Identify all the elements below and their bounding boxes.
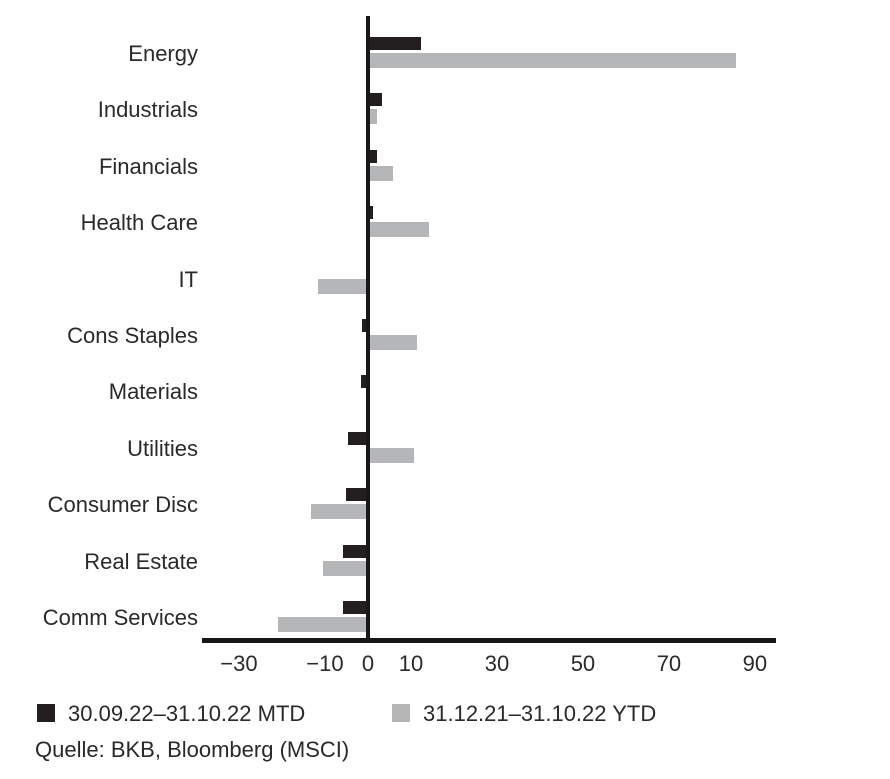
- bar-ytd-utilities: [367, 447, 414, 463]
- plot-area: Energy Industrials Financials Health Care IT…: [42, 16, 776, 676]
- bar-mtd-energy: [367, 37, 421, 50]
- bar-ytd-industrials: [367, 109, 378, 125]
- x-tick-label-minus-30: −30: [220, 651, 258, 676]
- gray-square-swatch: [392, 704, 410, 722]
- x-tick-label-0: 0: [361, 651, 375, 676]
- bar-ytd-consumer-disc: [310, 504, 368, 520]
- bar-mtd-utilities: [347, 431, 368, 445]
- bar-mtd-industrials: [367, 93, 383, 107]
- bar-mtd-comm-services: [343, 601, 368, 614]
- bar-ytd-cons-staples: [367, 335, 417, 350]
- x-tick-label-minus-10: −10: [306, 651, 344, 676]
- category-label-materials: Materials: [108, 379, 198, 405]
- bar-mtd-consumer-disc: [346, 488, 368, 502]
- bar-mtd-materials: [361, 375, 368, 389]
- legend-label-ytd: 31.12.21–31.10.22 YTD: [423, 701, 657, 726]
- zero-baseline: [365, 16, 370, 643]
- x-tick-label-50: 50: [570, 651, 596, 676]
- bar-mtd-financials: [367, 149, 378, 163]
- black-square-swatch: [37, 704, 55, 722]
- category-label-utilities: Utilities: [127, 435, 198, 461]
- x-tick-label-90: 90: [742, 651, 768, 676]
- category-label-financials: Financials: [98, 153, 198, 179]
- source-attribution: Quelle: BKB, Bloomberg (MSCI): [35, 737, 350, 762]
- bar-ytd-financials: [367, 165, 393, 181]
- category-label-real-estate: Real Estate: [84, 548, 198, 574]
- bar-mtd-real-estate: [343, 544, 368, 558]
- bar-mtd-cons-staples: [361, 319, 368, 332]
- category-label-health-care: Health Care: [80, 210, 198, 236]
- category-label-energy: Energy: [128, 41, 198, 66]
- x-tick-label-70: 70: [656, 651, 682, 676]
- bar-ytd-health-care: [367, 222, 430, 238]
- bar-ytd-energy: [367, 53, 736, 68]
- category-label-industrials: Industrials: [97, 97, 198, 123]
- bar-mtd-health-care: [367, 206, 374, 220]
- x-axis-line: [202, 638, 776, 643]
- bar-ytd-real-estate: [322, 560, 368, 576]
- bar-ytd-it: [318, 278, 368, 294]
- bar-ytd-comm-services: [278, 617, 368, 632]
- x-tick-label-10: 10: [398, 651, 424, 676]
- chart-legend: 30.09.22–31.10.22 MTD 31.12.21–31.10.22 …: [0, 698, 890, 732]
- x-tick-label-30: 30: [484, 651, 510, 676]
- category-label-comm-services: Comm Services: [42, 605, 198, 630]
- category-label-it: IT: [178, 266, 198, 292]
- category-label-consumer-disc: Consumer Disc: [47, 492, 198, 518]
- legend-label-mtd: 30.09.22–31.10.22 MTD: [68, 701, 306, 726]
- category-label-cons-staples: Cons Staples: [67, 323, 198, 348]
